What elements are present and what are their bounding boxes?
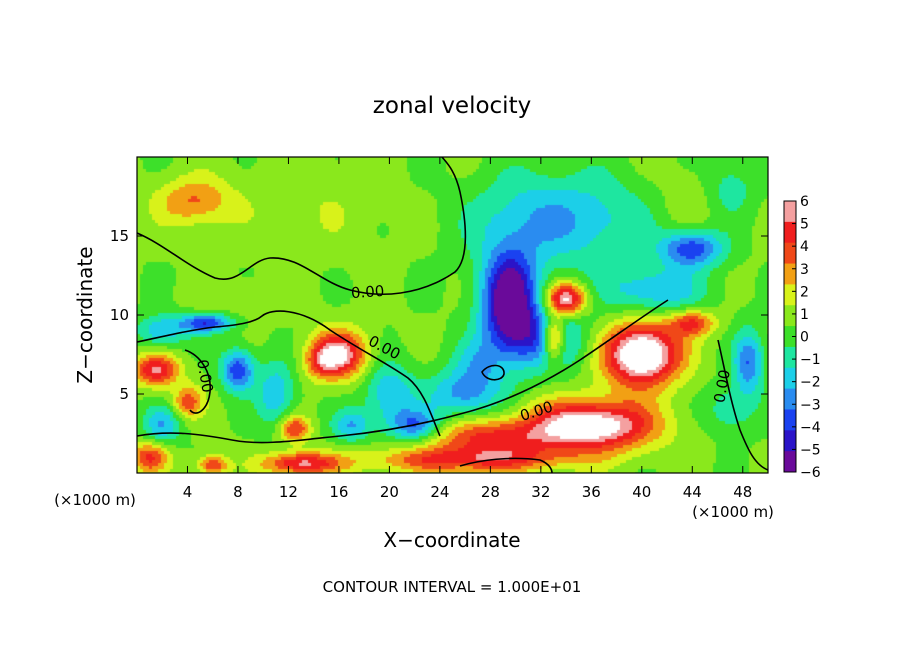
x-tick-label: 44 [683, 483, 702, 501]
colorbar: 6 5 4 3 2 1 0 −1 −2 −3 −4 −5 −6 [783, 194, 821, 481]
x-tick-label: 36 [582, 483, 601, 501]
colorbar-swatch [784, 221, 796, 244]
y-ticks: 5 10 15 [110, 227, 768, 403]
x-tick-label: 32 [531, 483, 550, 501]
x-unit-label-left: (×1000 m) [54, 491, 136, 509]
colorbar-tick-label: −2 [800, 375, 821, 391]
y-axis-label: Z−coordinate [73, 246, 97, 383]
zero-contour-lower [136, 299, 669, 444]
x-tick-label: 28 [481, 483, 500, 501]
colorbar-tick-label: −3 [800, 397, 821, 413]
x-unit-label-right: (×1000 m) [692, 503, 774, 521]
colorbar-swatch [784, 430, 796, 452]
colorbar-swatch [784, 263, 796, 285]
colorbar-swatch [784, 242, 796, 265]
zero-contour-left-loop [184, 349, 211, 414]
colorbar-swatch [784, 201, 796, 223]
y-tick-label: 10 [110, 306, 129, 324]
colorbar-tick-label: −5 [800, 442, 821, 458]
contour-interval-note: CONTOUR INTERVAL = 1.000E+01 [323, 578, 582, 596]
colorbar-swatch [784, 326, 796, 348]
y-tick-label: 15 [110, 227, 129, 245]
x-tick-label: 40 [632, 483, 651, 501]
x-tick-label: 16 [329, 483, 348, 501]
contour-label: 0.00 [193, 358, 217, 394]
velocity-field [137, 157, 768, 473]
colorbar-swatch [784, 284, 796, 306]
x-tick-label: 12 [279, 483, 298, 501]
contour-labels: 0.00 0.00 0.00 0.00 0.00 [193, 282, 734, 425]
colorbar-tick-label: 1 [800, 307, 809, 323]
colorbar-tick-label: −1 [800, 352, 821, 368]
zero-contour-right [717, 339, 769, 471]
colorbar-swatch [784, 388, 796, 410]
x-tick-label: 24 [430, 483, 449, 501]
contour-label: 0.00 [350, 282, 385, 302]
zero-contour-upper [136, 156, 467, 295]
colorbar-swatch [784, 451, 796, 473]
chart-title: zonal velocity [373, 93, 531, 119]
colorbar-swatch [784, 409, 796, 431]
zero-contour-bottom [459, 457, 553, 474]
colorbar-tick-label: 4 [800, 239, 809, 255]
y-tick-label: 5 [119, 385, 129, 403]
colorbar-tick-label: −6 [800, 465, 821, 481]
zero-contour-small-loop [481, 364, 505, 381]
contour-label: 0.00 [710, 368, 734, 404]
zero-contours [136, 156, 769, 474]
colorbar-tick-label: 5 [800, 217, 809, 233]
colorbar-tick-label: 3 [800, 262, 809, 278]
colorbar-tick-label: −4 [800, 420, 821, 436]
x-tick-label: 4 [183, 483, 193, 501]
x-ticks: 4 8 12 16 20 24 28 32 36 40 44 48 [183, 157, 752, 501]
x-tick-label: 20 [380, 483, 399, 501]
plot-area: 0.00 0.00 0.00 0.00 0.00 4 8 12 16 20 24 28 32 3… [110, 156, 769, 501]
x-tick-label: 8 [233, 483, 243, 501]
x-tick-label: 48 [733, 483, 752, 501]
x-axis-label: X−coordinate [383, 528, 520, 552]
zero-contour-middle [136, 310, 441, 437]
colorbar-tick-label: 6 [800, 194, 809, 210]
colorbar-swatch [784, 305, 796, 327]
colorbar-swatch [784, 346, 796, 369]
colorbar-tick-label: 0 [800, 330, 809, 346]
colorbar-tick-label: 2 [800, 284, 809, 300]
colorbar-swatch [784, 367, 796, 390]
